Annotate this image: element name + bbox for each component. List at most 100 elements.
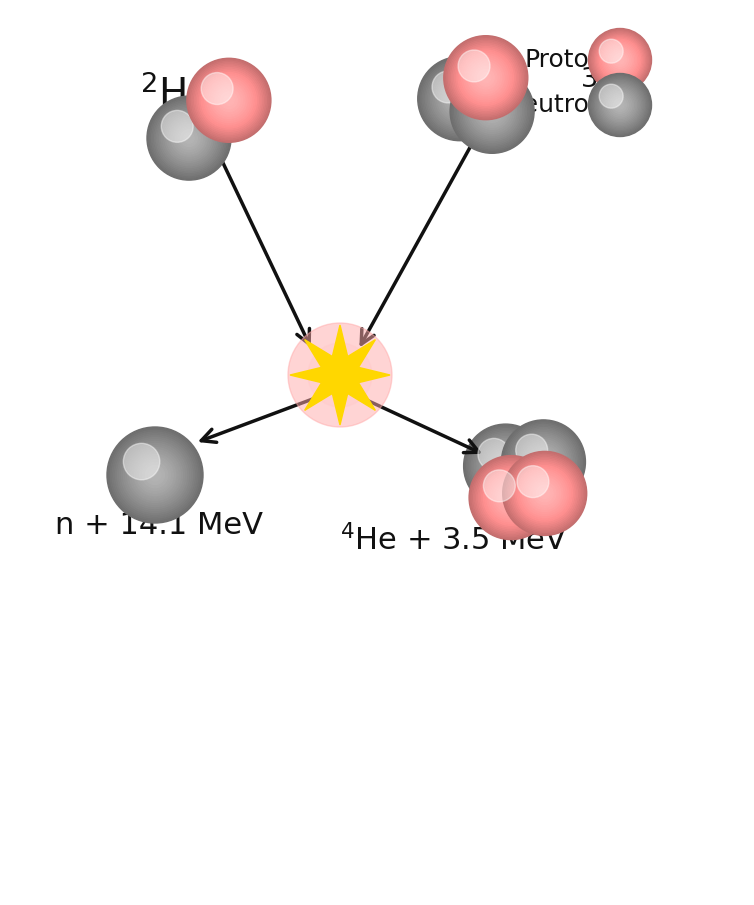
Circle shape	[181, 129, 198, 147]
Circle shape	[424, 62, 495, 135]
Circle shape	[509, 457, 581, 529]
Circle shape	[509, 427, 578, 496]
Circle shape	[590, 31, 649, 90]
Circle shape	[538, 457, 549, 467]
Circle shape	[467, 427, 544, 505]
Circle shape	[425, 64, 494, 133]
Circle shape	[498, 484, 525, 511]
Circle shape	[463, 82, 522, 140]
Circle shape	[201, 72, 233, 104]
Circle shape	[437, 77, 482, 120]
Circle shape	[477, 95, 508, 128]
Circle shape	[171, 120, 207, 157]
Circle shape	[449, 40, 523, 115]
Circle shape	[503, 422, 584, 502]
Circle shape	[605, 45, 635, 75]
Circle shape	[114, 433, 196, 516]
Circle shape	[207, 78, 251, 122]
Circle shape	[487, 106, 497, 117]
Circle shape	[489, 475, 533, 519]
Circle shape	[599, 39, 623, 63]
Circle shape	[152, 100, 226, 176]
Circle shape	[598, 38, 642, 82]
Circle shape	[603, 43, 636, 77]
Circle shape	[540, 488, 550, 499]
Text: $^3$H: $^3$H	[580, 71, 627, 110]
Circle shape	[146, 465, 164, 484]
Circle shape	[535, 453, 552, 471]
Circle shape	[616, 101, 624, 109]
Circle shape	[209, 81, 249, 120]
Circle shape	[506, 424, 581, 500]
Circle shape	[431, 70, 489, 129]
Circle shape	[472, 91, 512, 131]
Circle shape	[161, 110, 216, 166]
Circle shape	[442, 81, 478, 117]
Circle shape	[107, 427, 203, 523]
Circle shape	[149, 469, 161, 481]
Circle shape	[512, 461, 578, 526]
Circle shape	[136, 457, 173, 493]
Circle shape	[515, 464, 574, 523]
Circle shape	[483, 470, 539, 525]
Circle shape	[119, 440, 191, 510]
Circle shape	[468, 429, 543, 503]
Circle shape	[190, 62, 268, 139]
Circle shape	[513, 462, 576, 525]
Circle shape	[446, 85, 474, 112]
Circle shape	[470, 457, 552, 538]
Circle shape	[158, 107, 220, 169]
Circle shape	[449, 88, 471, 110]
Circle shape	[602, 42, 638, 78]
Circle shape	[452, 90, 468, 107]
Circle shape	[193, 64, 265, 137]
Circle shape	[501, 461, 510, 472]
Circle shape	[611, 97, 628, 113]
Circle shape	[477, 70, 494, 86]
Circle shape	[603, 89, 636, 121]
Circle shape	[526, 443, 562, 480]
Circle shape	[488, 448, 524, 484]
Circle shape	[478, 465, 544, 530]
Circle shape	[602, 87, 638, 123]
Circle shape	[470, 430, 541, 502]
Circle shape	[455, 93, 465, 104]
Circle shape	[446, 37, 526, 119]
Circle shape	[132, 452, 178, 498]
Circle shape	[614, 53, 627, 66]
Circle shape	[464, 424, 547, 508]
Circle shape	[184, 133, 195, 143]
Circle shape	[610, 95, 630, 115]
Circle shape	[590, 76, 649, 134]
Circle shape	[495, 481, 527, 513]
Circle shape	[469, 455, 553, 539]
Circle shape	[594, 80, 645, 130]
Circle shape	[504, 423, 582, 500]
Circle shape	[516, 434, 571, 490]
Circle shape	[523, 472, 567, 516]
Circle shape	[444, 35, 528, 119]
Circle shape	[506, 454, 584, 532]
Circle shape	[427, 66, 492, 131]
Circle shape	[464, 83, 496, 116]
Circle shape	[519, 468, 571, 519]
Circle shape	[153, 102, 225, 174]
Circle shape	[455, 47, 516, 109]
Circle shape	[601, 41, 639, 80]
Circle shape	[213, 84, 245, 116]
Circle shape	[218, 90, 240, 111]
Circle shape	[461, 81, 523, 142]
Text: $^4$He + 3.5 MeV: $^4$He + 3.5 MeV	[340, 524, 567, 557]
Circle shape	[599, 39, 641, 81]
Circle shape	[161, 110, 193, 142]
Circle shape	[478, 438, 510, 471]
Circle shape	[606, 46, 633, 73]
Circle shape	[432, 71, 464, 103]
Circle shape	[419, 58, 500, 139]
Circle shape	[467, 60, 504, 96]
Circle shape	[130, 450, 180, 500]
Circle shape	[503, 452, 587, 536]
Circle shape	[490, 450, 522, 482]
Circle shape	[447, 39, 525, 117]
Circle shape	[109, 429, 201, 521]
